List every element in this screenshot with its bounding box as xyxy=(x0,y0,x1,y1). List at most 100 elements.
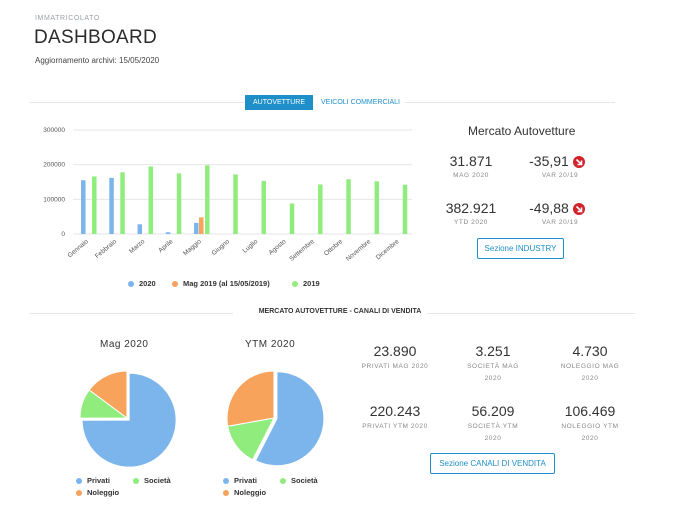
pie-slice-privati[interactable] xyxy=(81,372,177,468)
kpi-mag-value: 31.871 xyxy=(449,153,493,169)
x-tick-label: Ottobre xyxy=(323,238,344,258)
update-info: Aggiornamento archivi: 15/05/2020 xyxy=(35,56,159,65)
legend-label: Privati xyxy=(87,476,110,485)
bar-2019-gennaio[interactable] xyxy=(92,176,97,234)
bar-2020-gennaio[interactable] xyxy=(81,180,86,234)
kpi-societa-mag-label: SOCIETÀ MAG 2020 xyxy=(443,361,543,385)
legend-item-societa[interactable]: Società xyxy=(280,476,318,485)
legend-dot xyxy=(172,280,178,287)
divider xyxy=(30,102,244,103)
pie-ytm-title: YTM 2020 xyxy=(245,339,296,350)
legend-item-privati[interactable]: Privati xyxy=(223,476,257,485)
bar-2019-giugno[interactable] xyxy=(233,174,238,234)
x-tick-label: Dicembre xyxy=(375,238,401,261)
legend-label: Noleggio xyxy=(87,488,120,497)
legend-item-societa[interactable]: Società xyxy=(133,476,171,485)
bar-2019-settembre[interactable] xyxy=(318,184,323,234)
divider xyxy=(427,313,635,314)
y-tick-label: 300000 xyxy=(43,127,65,134)
bar-2019-novembre[interactable] xyxy=(374,181,380,234)
legend-item-noleggio[interactable]: Noleggio xyxy=(223,488,266,497)
legend-dot xyxy=(223,477,229,484)
y-tick-label: 100000 xyxy=(43,196,65,203)
legend-dot xyxy=(223,489,229,496)
page-kicker: IMMATRICOLATO xyxy=(35,15,100,22)
legend-dot xyxy=(292,280,298,287)
legend-item-2019[interactable]: 2019 xyxy=(292,279,320,288)
legend-dot xyxy=(76,489,82,496)
legend-item-privati[interactable]: Privati xyxy=(76,476,110,485)
legend-label: Noleggio xyxy=(234,488,267,497)
legend-dot xyxy=(76,477,82,484)
kpi-var-mag-value: -35,91 xyxy=(529,153,569,169)
pie-slice-noleggio[interactable] xyxy=(226,370,275,427)
x-tick-label: Giugno xyxy=(211,238,232,257)
legend-item-2020[interactable]: 2020 xyxy=(128,279,156,288)
bar-2019-febbraio[interactable] xyxy=(120,172,125,234)
kpi-noleggio-ytm: 106.469 xyxy=(564,403,616,419)
label-text: SOCIETÀ YTM 2020 xyxy=(467,423,519,442)
legend-item-noleggio[interactable]: Noleggio xyxy=(76,488,119,497)
label-text: NOLEGGIO YTM 2020 xyxy=(561,423,619,442)
legend-label: 2020 xyxy=(139,279,156,288)
legend-dot xyxy=(128,280,134,287)
kpi-societa-ytm: 56.209 xyxy=(471,403,515,419)
pie-mag-title: Mag 2020 xyxy=(100,339,149,350)
kpi-privati-ytm: 220.243 xyxy=(369,403,421,419)
x-tick-label: Settembre xyxy=(288,238,316,263)
legend-dot xyxy=(133,477,139,484)
tab-autovetture[interactable]: AUTOVETTURE xyxy=(245,95,313,110)
divider xyxy=(405,102,615,103)
y-tick-label: 200000 xyxy=(43,162,65,169)
bar-2019-marzo[interactable] xyxy=(148,166,154,234)
x-tick-label: Maggio xyxy=(182,238,203,257)
legend-label: Società xyxy=(291,476,318,485)
kpi-var-mag: -35,91 xyxy=(512,153,602,169)
kpi-privati-ytm-label: PRIVATI YTM 2020 xyxy=(362,423,428,430)
bar-2020-marzo[interactable] xyxy=(137,224,143,234)
bar-2020-maggio[interactable] xyxy=(194,222,199,234)
kpi-ytd-label: YTD 2020 xyxy=(453,219,489,226)
bar-2019-maggio[interactable] xyxy=(205,165,210,234)
x-tick-label: Luglio xyxy=(242,238,260,255)
kpi-var-ytd-value: -49,88 xyxy=(529,200,569,216)
bar-2019-agosto[interactable] xyxy=(289,203,295,234)
legend-label: Società xyxy=(144,476,171,485)
tab-veicoli-commerciali[interactable]: VEICOLI COMMERCIALI xyxy=(321,99,400,106)
kpi-privati-mag: 23.890 xyxy=(373,343,417,359)
x-tick-label: Gennaio xyxy=(66,238,90,259)
canali-section-title: MERCATO AUTOVETTURE - CANALI DI VENDITA xyxy=(258,308,422,315)
bar-2019-aprile[interactable] xyxy=(176,173,182,234)
y-tick-label: 0 xyxy=(61,231,65,238)
canali-section-button[interactable]: Sezione CANALI DI VENDITA xyxy=(430,453,555,474)
update-date: 15/05/2020 xyxy=(119,56,160,65)
bar-2019-dicembre[interactable] xyxy=(402,184,408,234)
bar-2019-ottobre[interactable] xyxy=(346,179,351,234)
bar-2019-luglio[interactable] xyxy=(261,180,267,234)
kpi-noleggio-mag-label: NOLEGGIO MAG 2020 xyxy=(540,361,640,385)
bar-mag-maggio[interactable] xyxy=(199,217,204,234)
legend-dot xyxy=(280,477,286,484)
pie-chart-ytm xyxy=(226,370,325,467)
kpi-var-mag-label: VAR 20/19 xyxy=(541,172,579,179)
mercato-title: Mercato Autovetture xyxy=(468,124,576,138)
bar-2020-febbraio[interactable] xyxy=(109,177,114,234)
divider xyxy=(30,313,233,314)
bar-2020-aprile[interactable] xyxy=(165,232,171,234)
kpi-privati-mag-label: PRIVATI MAG 2020 xyxy=(361,363,429,370)
pie-slice-noleggio[interactable] xyxy=(88,370,128,419)
page-title: DASHBOARD xyxy=(34,27,158,48)
kpi-noleggio-ytm-label: NOLEGGIO YTM 2020 xyxy=(540,421,640,445)
legend-label: 2019 xyxy=(303,279,320,288)
label-text: NOLEGGIO MAG 2020 xyxy=(560,363,620,382)
kpi-societa-ytm-label: SOCIETÀ YTM 2020 xyxy=(443,421,543,445)
legend-item-mag-2019[interactable]: Mag 2019 (al 15/05/2019) xyxy=(172,279,270,288)
legend-label: Privati xyxy=(234,476,257,485)
pie-chart-mag xyxy=(79,370,177,468)
x-tick-label: Aprile xyxy=(157,238,175,254)
industry-section-button[interactable]: Sezione INDUSTRY xyxy=(477,238,564,259)
x-tick-label: Marzo xyxy=(128,238,147,255)
label-text: SOCIETÀ MAG 2020 xyxy=(467,363,519,382)
x-tick-label: Novembre xyxy=(345,238,373,263)
pie-slice-privati[interactable] xyxy=(254,371,325,467)
